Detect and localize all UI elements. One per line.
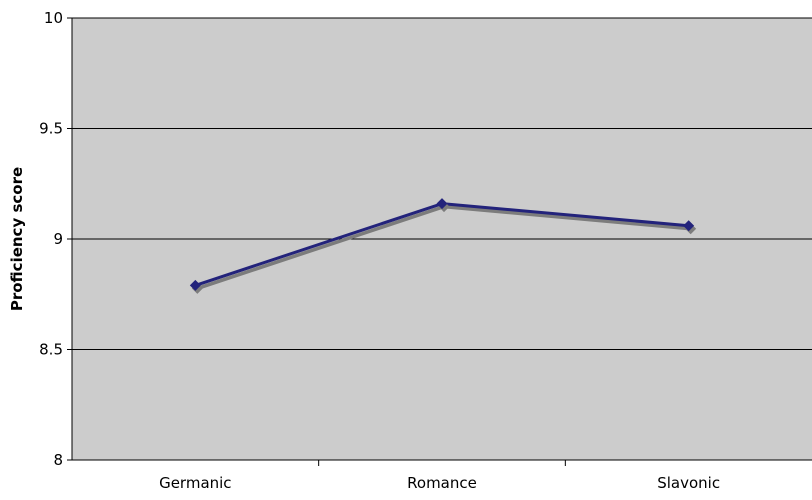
x-tick-label-0: Germanic <box>159 474 231 492</box>
x-axis-ticks: Germanic Romance Slavonic <box>159 460 720 492</box>
gridlines <box>72 17 812 350</box>
y-axis-ticks: 8 8.5 9 9.5 10 <box>39 9 72 469</box>
y-axis-title: Proficiency score <box>8 167 26 311</box>
y-tick-label-0: 8 <box>53 451 63 469</box>
y-tick-label-1: 8.5 <box>39 341 63 359</box>
y-tick-label-4: 10 <box>44 9 63 27</box>
y-tick-label-3: 9.5 <box>39 120 63 138</box>
x-tick-label-2: Slavonic <box>657 474 720 492</box>
series-0-point-2 <box>683 220 695 232</box>
series-0-point-0 <box>189 279 201 291</box>
y-tick-label-2: 9 <box>53 230 63 248</box>
x-tick-label-1: Romance <box>407 474 477 492</box>
series-group <box>189 198 697 294</box>
series-0-point-1 <box>436 198 448 210</box>
